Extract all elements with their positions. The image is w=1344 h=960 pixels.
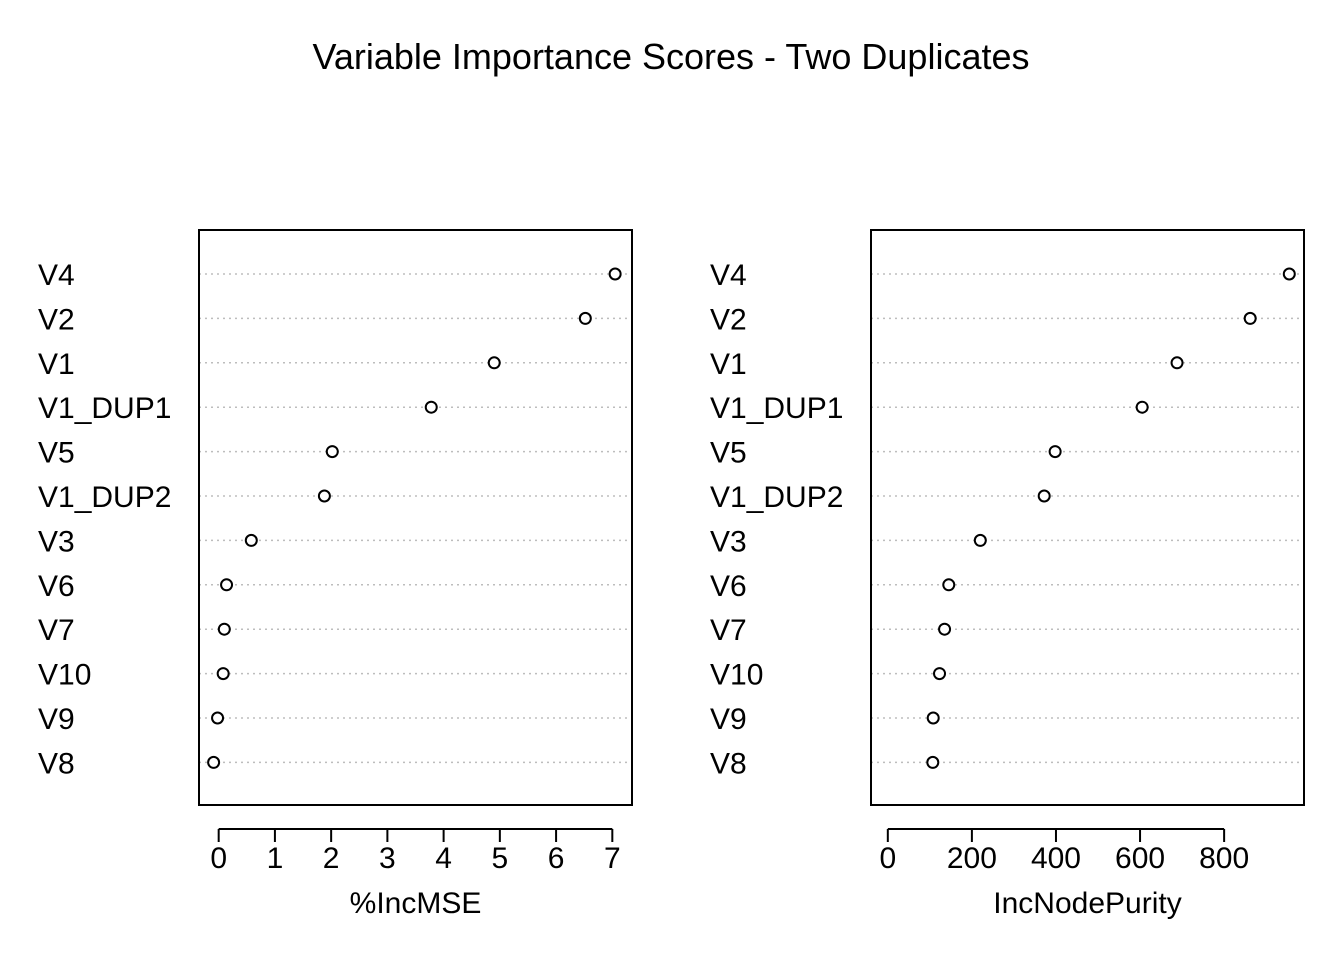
data-point: [1135, 400, 1149, 414]
data-point: [1282, 267, 1296, 281]
data-point: [211, 711, 225, 725]
x-tick-label: 1: [267, 842, 284, 875]
category-label: V1_DUP1: [710, 392, 843, 425]
x-tick-label: 0: [210, 842, 227, 875]
data-point: [424, 400, 438, 414]
category-label: V6: [38, 570, 75, 603]
x-tick-label: 5: [492, 842, 509, 875]
plot-frame: [870, 229, 1305, 806]
category-label: V7: [710, 614, 747, 647]
x-axis-label: IncNodePurity: [993, 887, 1181, 920]
data-point: [926, 711, 940, 725]
panel-incnodepurity: V4 V2 V1 V1_DUP1 V5 V1_DUP2 V3 V6 V7 V10 V9 V8 0 200 4…: [710, 229, 1305, 920]
data-point: [608, 267, 622, 281]
data-point: [578, 311, 592, 325]
data-point: [933, 667, 947, 681]
x-axis-label: %IncMSE: [350, 887, 482, 920]
category-label: V6: [710, 570, 747, 603]
category-label: V1: [38, 348, 75, 381]
x-tick-label: 4: [435, 842, 452, 875]
data-point: [1037, 489, 1051, 503]
category-label: V2: [710, 303, 747, 336]
category-label: V10: [710, 659, 763, 692]
category-label: V5: [710, 437, 747, 470]
x-tick-label: 2: [323, 842, 340, 875]
category-label: V5: [38, 437, 75, 470]
x-tick-label: 800: [1199, 842, 1249, 875]
data-point: [926, 755, 940, 769]
category-label: V1_DUP2: [710, 481, 843, 514]
category-label: V9: [710, 703, 747, 736]
x-tick-label: 7: [604, 842, 621, 875]
category-label: V8: [38, 747, 75, 780]
category-label: V10: [38, 659, 91, 692]
x-tick-label: 3: [379, 842, 396, 875]
x-tick-label: 600: [1115, 842, 1165, 875]
category-label: V1: [710, 348, 747, 381]
data-point: [317, 489, 331, 503]
panel-incmse: V4 V2 V1 V1_DUP1 V5 V1_DUP2 V3 V6 V7 V10 V9 V8 0 1 2 3 4…: [38, 229, 633, 920]
x-tick-label: 400: [1031, 842, 1081, 875]
x-tick-label: 0: [879, 842, 896, 875]
data-point: [244, 533, 258, 547]
data-point: [325, 445, 339, 459]
category-label: V4: [38, 259, 75, 292]
figure-title: Variable Importance Scores - Two Duplica…: [313, 36, 1030, 77]
category-label: V3: [38, 525, 75, 558]
category-label: V2: [38, 303, 75, 336]
data-point: [207, 755, 221, 769]
data-point: [1170, 356, 1184, 370]
data-point: [216, 667, 230, 681]
category-label: V1_DUP2: [38, 481, 171, 514]
data-point: [217, 622, 231, 636]
data-point: [973, 533, 987, 547]
data-point: [487, 356, 501, 370]
data-point: [942, 578, 956, 592]
category-label: V1_DUP1: [38, 392, 171, 425]
x-tick-label: 200: [947, 842, 997, 875]
data-point: [220, 578, 234, 592]
plot-frame: [198, 229, 633, 806]
data-point: [938, 622, 952, 636]
data-point: [1243, 311, 1257, 325]
x-tick-label: 6: [548, 842, 565, 875]
category-label: V9: [38, 703, 75, 736]
category-label: V7: [38, 614, 75, 647]
category-label: V3: [710, 525, 747, 558]
category-label: V4: [710, 259, 747, 292]
category-label: V8: [710, 747, 747, 780]
data-point: [1048, 445, 1062, 459]
